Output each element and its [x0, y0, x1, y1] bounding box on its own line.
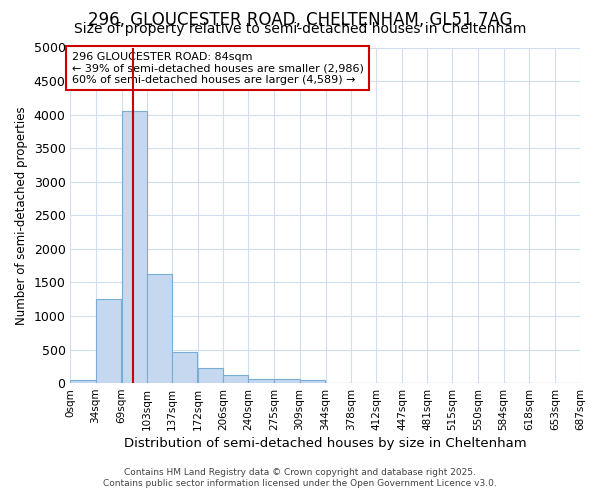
Bar	[95, 299, 121, 383]
Y-axis label: Number of semi-detached properties: Number of semi-detached properties	[15, 106, 28, 324]
Bar	[248, 378, 274, 383]
Bar	[147, 274, 172, 383]
Bar	[172, 352, 197, 383]
Bar	[223, 375, 248, 383]
X-axis label: Distribution of semi-detached houses by size in Cheltenham: Distribution of semi-detached houses by …	[124, 437, 527, 450]
Bar	[299, 380, 325, 383]
Bar	[198, 368, 223, 383]
Text: Size of property relative to semi-detached houses in Cheltenham: Size of property relative to semi-detach…	[74, 22, 526, 36]
Text: 296 GLOUCESTER ROAD: 84sqm
← 39% of semi-detached houses are smaller (2,986)
60%: 296 GLOUCESTER ROAD: 84sqm ← 39% of semi…	[72, 52, 364, 84]
Bar	[274, 380, 299, 383]
Bar	[70, 380, 95, 383]
Text: 296, GLOUCESTER ROAD, CHELTENHAM, GL51 7AG: 296, GLOUCESTER ROAD, CHELTENHAM, GL51 7…	[88, 11, 512, 29]
Text: Contains HM Land Registry data © Crown copyright and database right 2025.
Contai: Contains HM Land Registry data © Crown c…	[103, 468, 497, 487]
Bar	[122, 112, 147, 383]
